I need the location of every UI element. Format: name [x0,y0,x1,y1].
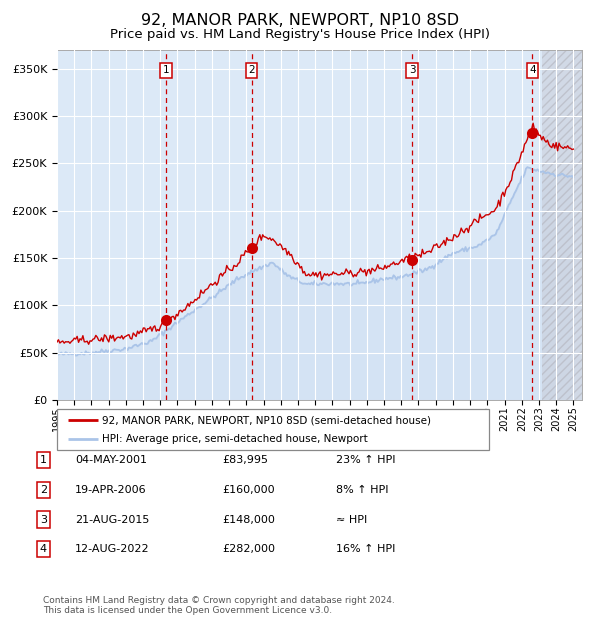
Text: 3: 3 [409,65,416,76]
Text: 1: 1 [163,65,170,76]
Text: 04-MAY-2001: 04-MAY-2001 [75,455,147,465]
Text: 21-AUG-2015: 21-AUG-2015 [75,515,149,525]
Text: 8% ↑ HPI: 8% ↑ HPI [336,485,389,495]
Text: 4: 4 [529,65,536,76]
Text: £148,000: £148,000 [222,515,275,525]
Text: £83,995: £83,995 [222,455,268,465]
Text: HPI: Average price, semi-detached house, Newport: HPI: Average price, semi-detached house,… [103,433,368,444]
Text: 1: 1 [40,455,47,465]
Bar [542,50,582,400]
Text: ≈ HPI: ≈ HPI [336,515,367,525]
Text: £282,000: £282,000 [222,544,275,554]
Text: 92, MANOR PARK, NEWPORT, NP10 8SD (semi-detached house): 92, MANOR PARK, NEWPORT, NP10 8SD (semi-… [103,415,431,425]
Text: 92, MANOR PARK, NEWPORT, NP10 8SD: 92, MANOR PARK, NEWPORT, NP10 8SD [141,13,459,29]
Text: Contains HM Land Registry data © Crown copyright and database right 2024.
This d: Contains HM Land Registry data © Crown c… [43,596,395,615]
Text: 2: 2 [248,65,255,76]
Text: 12-AUG-2022: 12-AUG-2022 [75,544,149,554]
Text: 3: 3 [40,515,47,525]
Text: 4: 4 [40,544,47,554]
Text: £160,000: £160,000 [222,485,275,495]
Text: 23% ↑ HPI: 23% ↑ HPI [336,455,395,465]
Text: 2: 2 [40,485,47,495]
Text: 16% ↑ HPI: 16% ↑ HPI [336,544,395,554]
Text: Price paid vs. HM Land Registry's House Price Index (HPI): Price paid vs. HM Land Registry's House … [110,28,490,41]
Text: 19-APR-2006: 19-APR-2006 [75,485,146,495]
FancyBboxPatch shape [57,409,489,450]
